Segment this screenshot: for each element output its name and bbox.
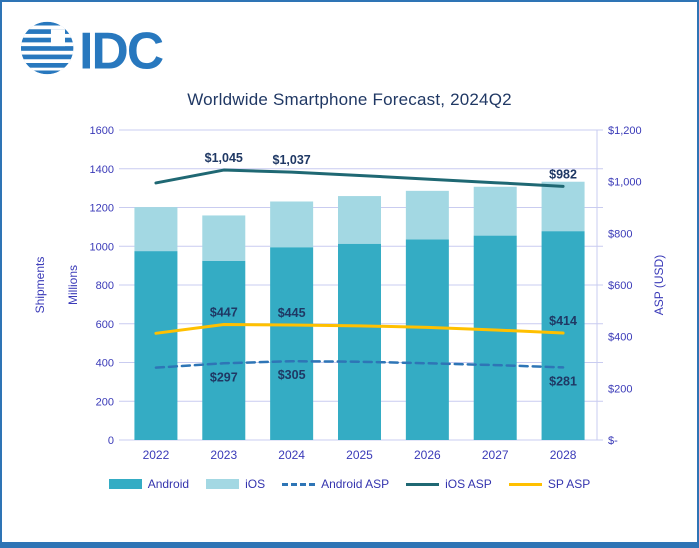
- data-label: $414: [549, 314, 577, 328]
- x-axis-label-2023: 2023: [210, 448, 237, 462]
- bar-android-2026: [405, 239, 449, 440]
- y-axis-tick-left: 600: [96, 319, 114, 331]
- data-label: $982: [549, 167, 577, 181]
- legend-item-android-asp: Android ASP: [282, 477, 389, 491]
- legend-label: iOS ASP: [445, 477, 492, 491]
- bar-android-2022: [134, 251, 178, 440]
- legend-label: iOS: [245, 477, 266, 491]
- legend-swatch-ios: [206, 479, 240, 489]
- idc-globe-icon: [20, 21, 74, 75]
- x-axis-label-2026: 2026: [414, 448, 441, 462]
- legend-swatch-ios-asp: [406, 482, 440, 486]
- data-label: $447: [210, 306, 238, 320]
- legend-label: Android: [147, 477, 190, 491]
- legend-item-sp-asp: SP ASP: [508, 477, 591, 491]
- data-label: $1,037: [273, 153, 311, 167]
- bar-ios-2028: [541, 181, 585, 232]
- x-axis-label-2024: 2024: [278, 448, 305, 462]
- x-axis-label-2028: 2028: [550, 448, 577, 462]
- legend-item-android: Android: [108, 477, 190, 491]
- bar-ios-2024: [270, 201, 314, 248]
- y-axis-tick-right: $600: [608, 280, 632, 292]
- y-axis-tick-left: 200: [96, 396, 114, 408]
- bottom-accent-bar: [2, 542, 697, 546]
- data-label: $297: [210, 370, 238, 384]
- data-label: $305: [278, 368, 306, 382]
- data-label: $1,045: [205, 151, 243, 165]
- y-axis-tick-left: 1400: [90, 164, 114, 176]
- legend-label: Android ASP: [321, 477, 390, 491]
- bar-android-2027: [473, 235, 517, 440]
- y-axis-tick-left: 0: [108, 435, 114, 447]
- x-axis-label-2027: 2027: [482, 448, 509, 462]
- bar-android-2028: [541, 231, 585, 440]
- bar-ios-2027: [473, 186, 517, 236]
- bar-ios-2023: [202, 215, 246, 261]
- chart-legend: Android iOS Android ASP iOS ASP SP ASP: [2, 477, 697, 491]
- y-axis-tick-left: 1000: [90, 241, 114, 253]
- bar-android-2025: [338, 243, 381, 440]
- legend-swatch-android-asp: [282, 482, 316, 486]
- x-axis-label-2022: 2022: [143, 448, 170, 462]
- legend-label: SP ASP: [547, 477, 591, 491]
- line-android-asp: [154, 359, 565, 369]
- idc-logo-text: IDC: [79, 22, 163, 78]
- y-axis-tick-left: 400: [96, 358, 114, 370]
- y-axis-tick-right: $200: [608, 383, 632, 395]
- legend-swatch-android: [108, 479, 142, 489]
- bar-android-2023: [202, 260, 246, 440]
- data-label: $445: [278, 306, 306, 320]
- y-axis-tick-left: 1600: [90, 125, 114, 137]
- bar-ios-2025: [338, 196, 381, 244]
- line-ios-asp: [154, 168, 565, 188]
- chart-title: Worldwide Smartphone Forecast, 2024Q2: [187, 90, 512, 109]
- data-label: $281: [549, 374, 577, 388]
- y-axis-tick-right: $400: [608, 332, 632, 344]
- line-sp-asp: [154, 323, 565, 335]
- y-axis-tick-right: $1,000: [608, 177, 642, 189]
- legend-item-ios-asp: iOS ASP: [406, 477, 492, 491]
- legend-item-ios: iOS: [206, 477, 265, 491]
- bar-ios-2022: [134, 207, 178, 252]
- bar-android-2024: [270, 247, 314, 440]
- y-axis-tick-left: 800: [96, 280, 114, 292]
- bar-ios-2026: [405, 190, 449, 240]
- idc-logo: IDC: [20, 21, 165, 78]
- y-axis-tick-right: $800: [608, 228, 632, 240]
- y-axis-tick-right: $-: [608, 435, 618, 447]
- y-axis-tick-left: 1200: [90, 203, 114, 215]
- legend-swatch-sp-asp: [508, 482, 542, 486]
- x-axis-label-2025: 2025: [346, 448, 373, 462]
- y-axis-tick-right: $1,200: [608, 125, 642, 137]
